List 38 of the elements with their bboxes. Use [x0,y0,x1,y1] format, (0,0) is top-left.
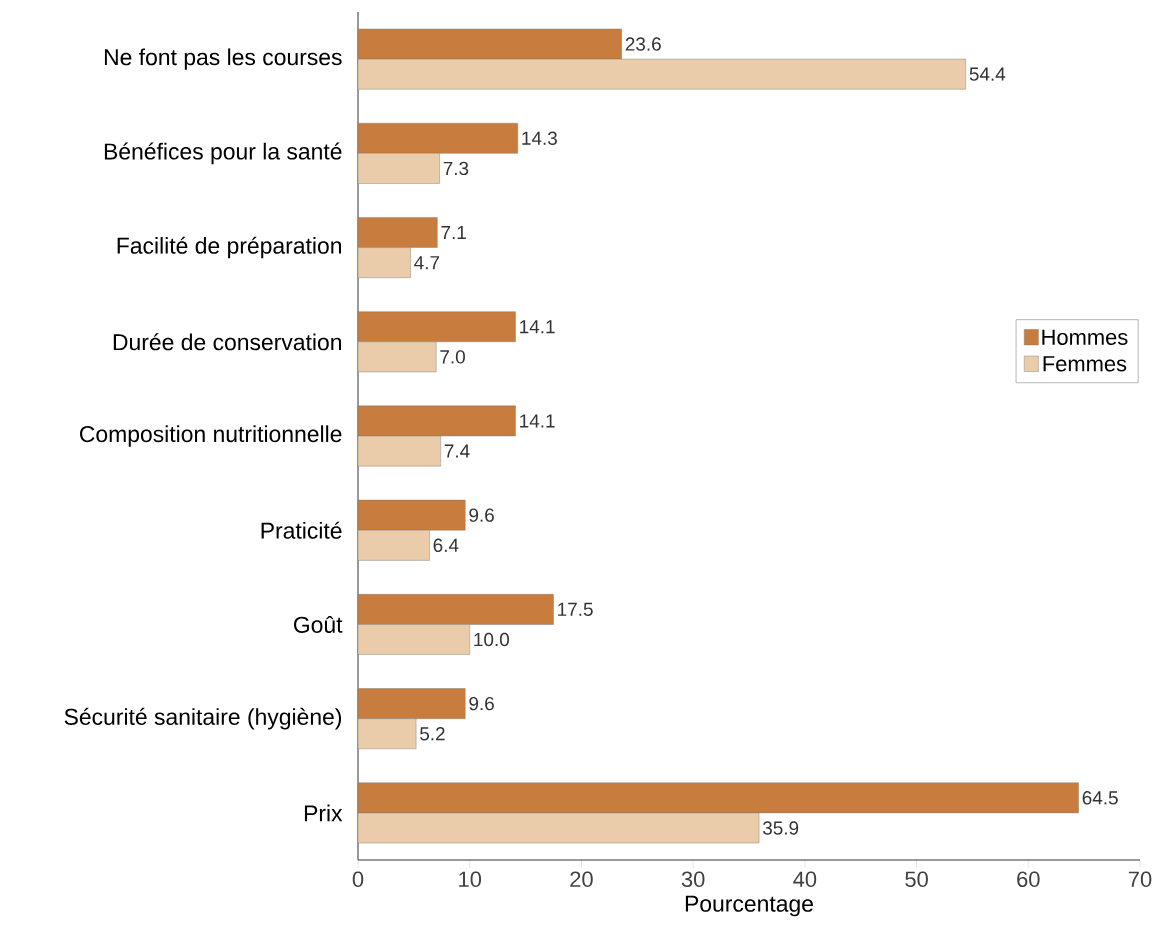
data-label: 17.5 [558,602,593,616]
data-label: 10.0 [474,632,509,647]
y-tick-label: Sécurité sanitaire (hygiène) [64,707,342,730]
data-label: 54.4 [969,67,1006,81]
x-tick-label: 60 [1017,871,1040,888]
x-axis-title: Pourcentage [685,895,813,917]
x-tick-label: 50 [905,871,928,888]
data-label: 7.3 [443,161,469,176]
data-label: 7.1 [441,225,466,239]
y-tick-label: Ne font pas les courses [104,48,342,70]
y-tick-label: Composition nutritionnelle [80,425,342,447]
x-tick-label: 10 [459,871,482,888]
data-label: 14.1 [520,320,555,334]
data-label: 6.4 [433,538,459,553]
y-tick-label: Facilité de préparation [117,236,341,259]
x-tick-label: 70 [1128,871,1152,888]
data-label: 9.6 [469,508,494,522]
data-label: 7.0 [440,350,465,364]
y-tick-label: Praticité [261,521,342,539]
data-label: 35.9 [762,821,799,835]
y-tick-label: Goût [294,615,343,633]
data-label: 23.6 [625,37,661,51]
x-tick-label: 30 [681,871,705,888]
data-label: 5.2 [420,727,445,741]
x-tick-label: 0 [352,871,364,888]
legend-label: Femmes [1043,356,1127,372]
data-label: 9.6 [469,696,494,711]
x-tick-label: 40 [793,871,817,888]
data-label: 14.1 [520,414,555,428]
data-label: 7.4 [444,444,470,458]
data-label: 4.7 [414,256,440,270]
data-label: 14.3 [522,131,557,145]
legend-label: Hommes [1042,329,1128,345]
y-tick-label: Prix [304,804,343,822]
x-tick-label: 20 [570,871,593,888]
data-label: 64.5 [1082,791,1118,805]
y-tick-label: Durée de conservation [113,333,341,351]
y-tick-label: Bénéfices pour la santé [104,142,342,165]
